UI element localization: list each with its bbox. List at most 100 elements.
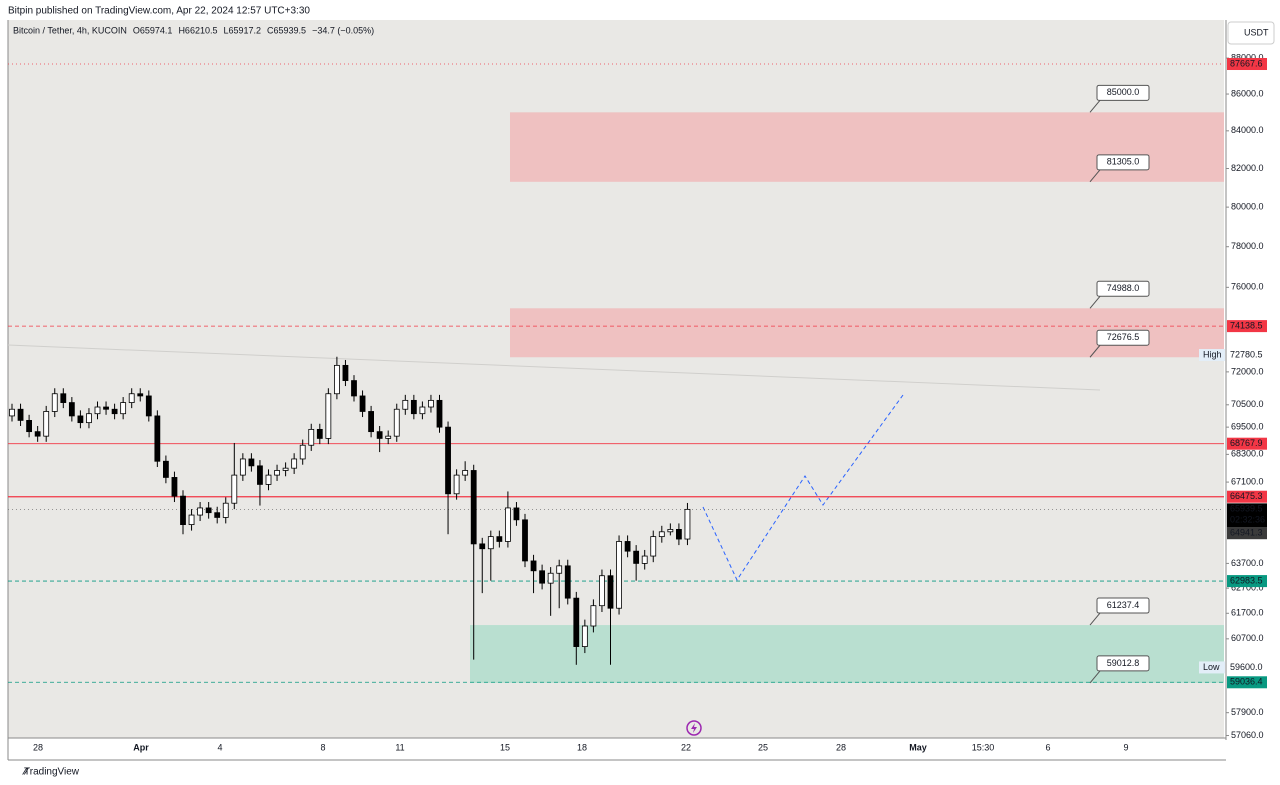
candle-body <box>68 402 75 417</box>
candle-body <box>504 507 511 542</box>
event-icon[interactable] <box>686 720 702 736</box>
candle-body <box>573 597 580 647</box>
price-label-bg <box>1227 437 1267 450</box>
event-bolt <box>691 723 697 733</box>
candle-body <box>94 406 101 415</box>
candle-body <box>342 364 349 381</box>
y-tick-label: 72000.0 <box>1231 366 1264 376</box>
candle-body <box>333 364 340 395</box>
candle-body <box>522 519 528 562</box>
candle-body <box>128 393 135 403</box>
candle-body <box>111 408 118 415</box>
x-tick-label: 15:30 <box>972 742 995 752</box>
callout-label: 81305.0 <box>1107 157 1140 167</box>
candle-body <box>556 565 563 574</box>
y-tick-label: 82000.0 <box>1231 163 1264 173</box>
candle-body <box>676 529 682 540</box>
y-tick-label: 70500.0 <box>1231 399 1264 409</box>
candle-body <box>188 514 195 526</box>
logo: ⁄⁄ <box>22 767 30 778</box>
candle-body <box>667 529 674 533</box>
price-label: 64941.3 <box>1230 528 1263 538</box>
candle-body <box>376 431 383 439</box>
candle-body <box>368 411 375 433</box>
currency[interactable]: USDT <box>1244 27 1269 37</box>
x-tick-label: 15 <box>500 742 510 752</box>
price-label-bg <box>1227 490 1267 503</box>
candle-body <box>171 477 178 497</box>
hl-label: 59600.0 <box>1230 662 1263 672</box>
candle-body <box>419 406 426 415</box>
candle-body <box>607 575 614 609</box>
hl-name-bg <box>1199 349 1225 362</box>
callout-box <box>1096 655 1150 672</box>
x-tick-label: 11 <box>395 742 404 752</box>
y-tick-label: 84000.0 <box>1231 125 1264 135</box>
publisher: Bitpin published on TradingView.com, Apr… <box>8 6 310 17</box>
candle-body <box>274 470 280 476</box>
callout-label: 72676.5 <box>1107 332 1140 342</box>
callout-pointer <box>1089 612 1101 626</box>
candle-body <box>616 541 622 609</box>
x-tick-label: 6 <box>1045 742 1050 752</box>
legend-item: H66210.5 <box>178 25 217 35</box>
candle-body <box>530 560 537 572</box>
y-tick-label: 60700.0 <box>1231 633 1264 643</box>
y-tick-label: 80000.0 <box>1231 202 1264 212</box>
callout-box <box>1096 154 1150 171</box>
candle-body <box>428 399 434 408</box>
candle-body <box>43 411 50 437</box>
candle-body <box>351 380 357 397</box>
candle-body <box>479 543 486 550</box>
legend-item: −34.7 (−0.05%) <box>312 25 374 35</box>
hl-name-bg <box>1199 661 1225 674</box>
candle-body <box>248 458 255 467</box>
candle-body <box>308 428 315 446</box>
candle-body <box>180 495 186 526</box>
candle-body <box>325 393 332 439</box>
price-label: 65939.5 <box>1230 504 1263 514</box>
callout-label: 61237.4 <box>1107 600 1140 610</box>
y-tick-label: 78000.0 <box>1231 241 1264 251</box>
callout-pointer <box>1089 100 1101 113</box>
price-label-bg <box>1227 58 1267 71</box>
candle-body <box>436 399 443 428</box>
price-label: 66475.3 <box>1230 491 1263 501</box>
candle-body <box>137 393 144 397</box>
candle-body <box>60 393 67 403</box>
candle-body <box>257 465 263 485</box>
candle-body <box>51 393 58 412</box>
x-tick-label: 22 <box>681 742 691 752</box>
countdown: 02:32:36 <box>1230 515 1265 525</box>
legend-item: C65939.5 <box>267 25 306 35</box>
candle-body <box>410 399 417 415</box>
y-tick-label: 76000.0 <box>1231 282 1264 292</box>
candle-body <box>513 507 520 521</box>
candle-body <box>205 507 212 514</box>
callout-label: 59012.8 <box>1107 658 1140 668</box>
hl-label-bg <box>1227 349 1267 362</box>
callout-pointer <box>1089 169 1101 183</box>
x-tick-label: 28 <box>836 742 846 752</box>
price-axis <box>1226 20 1280 738</box>
callout-pointer <box>1089 295 1101 309</box>
y-tick-label: 86000.0 <box>1231 88 1264 98</box>
candle-body <box>145 395 152 417</box>
candle-body <box>453 474 460 495</box>
trend-line <box>7 344 1101 391</box>
candle-body <box>291 458 298 469</box>
candle-body <box>154 415 161 462</box>
candle-body <box>299 444 306 460</box>
price-label-bg <box>1227 575 1267 588</box>
callout-box <box>1096 329 1150 346</box>
price-label: 62983.5 <box>1230 575 1263 585</box>
candle-body <box>34 431 41 437</box>
currency-button[interactable] <box>1227 21 1275 45</box>
y-tick-label: 57900.0 <box>1231 707 1264 717</box>
candle-body <box>539 570 545 584</box>
legend-item: Bitcoin / Tether, 4h, KUCOIN <box>13 25 127 35</box>
candle-body <box>197 507 204 516</box>
candle-body <box>222 502 229 518</box>
candle-body <box>496 536 503 542</box>
